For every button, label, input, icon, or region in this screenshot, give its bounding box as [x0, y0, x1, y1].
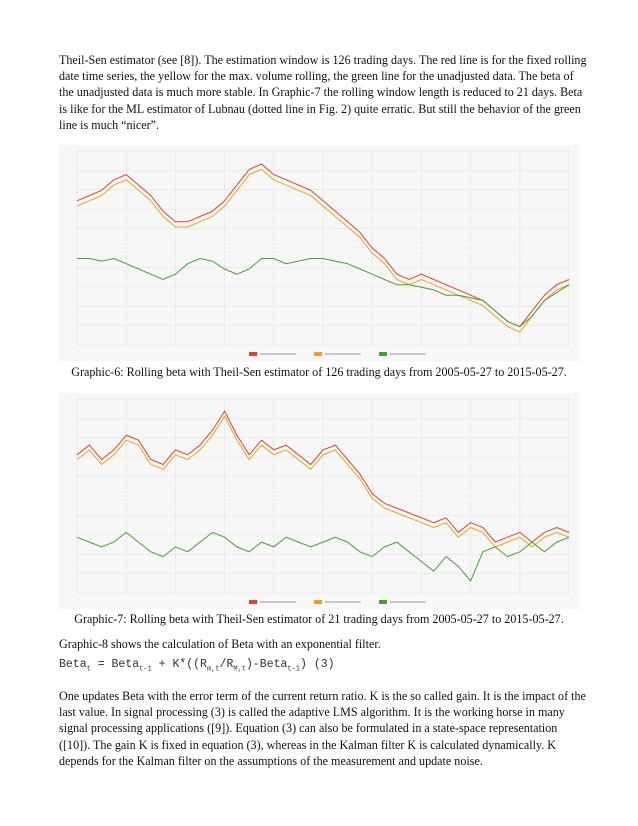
legend-label-placeholder — [390, 601, 426, 603]
legend-label-placeholder — [390, 353, 426, 355]
graphic-7-plot — [76, 398, 570, 604]
beta-update-formula: Betat = Betat-1 + K*((Rm,t/RM,t)-Betat-1… — [59, 658, 335, 674]
graphic-7-chart — [59, 393, 580, 609]
legend-swatch-1 — [314, 600, 322, 604]
series-line-0 — [76, 410, 570, 543]
legend-swatch-0 — [249, 600, 257, 604]
legend-swatch-0 — [249, 352, 257, 356]
legend-label-placeholder — [325, 353, 361, 355]
series-line-2 — [77, 257, 570, 328]
legend-swatch-2 — [379, 352, 387, 356]
legend-swatch-1 — [314, 352, 322, 356]
legend-swatch-2 — [379, 600, 387, 604]
series-line-1 — [76, 168, 570, 333]
graphic-6-chart — [59, 145, 580, 361]
graphic-6-plot — [76, 150, 570, 356]
graphic-8-intro: Graphic-8 shows the calculation of Beta … — [59, 637, 381, 651]
series-line-1 — [76, 414, 570, 548]
intro-paragraph: Theil-Sen estimator (see [8]). The estim… — [59, 53, 587, 132]
graphic-7-caption: Graphic-7: Rolling beta with Theil-Sen e… — [74, 612, 564, 626]
legend-label-placeholder — [260, 353, 296, 355]
legend-label-placeholder — [325, 601, 361, 603]
legend-label-placeholder — [260, 601, 296, 603]
series-line-2 — [76, 531, 570, 582]
graphic-6-caption: Graphic-6: Rolling beta with Theil-Sen e… — [71, 365, 567, 379]
explanation-paragraph: One updates Beta with the error term of … — [59, 689, 586, 768]
